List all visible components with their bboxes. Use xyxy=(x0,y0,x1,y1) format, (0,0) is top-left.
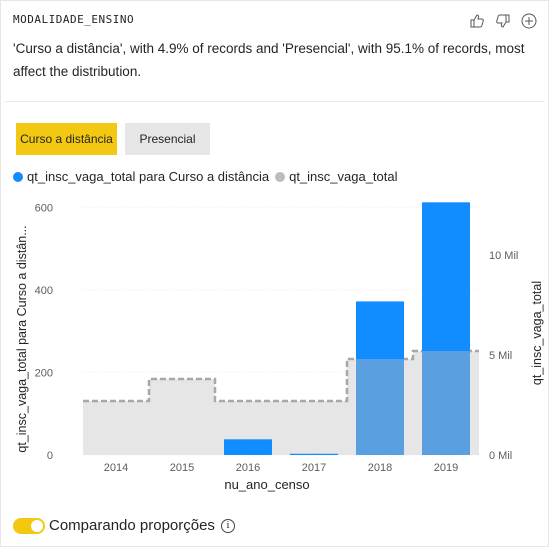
feedback-buttons xyxy=(466,11,540,31)
comparison-toggle-row: Comparando proporções i xyxy=(13,517,235,534)
toggle-knob xyxy=(31,520,43,532)
add-button[interactable] xyxy=(518,11,540,31)
chart-legend: qt_insc_vaga_total para Curso a distânci… xyxy=(13,169,404,184)
add-icon xyxy=(521,13,537,29)
y-left-axis-title: qt_insc_vaga_total para Curso a distân..… xyxy=(15,225,29,452)
x-tick-label: 2015 xyxy=(170,462,194,474)
legend-marker xyxy=(275,172,285,182)
x-axis-title: nu_ano_censo xyxy=(224,477,309,492)
y-left-tick-label: 600 xyxy=(35,202,53,214)
total-area-bar xyxy=(281,401,347,455)
distancia-bar-overlap xyxy=(356,359,404,455)
x-tick-label: 2014 xyxy=(104,462,128,474)
x-tick-label: 2017 xyxy=(302,462,326,474)
info-icon[interactable]: i xyxy=(221,519,235,533)
y-left-tick-label: 400 xyxy=(35,285,53,297)
x-tick-label: 2016 xyxy=(236,462,260,474)
field-name: MODALIDADE_ENSINO xyxy=(13,13,134,26)
legend-item-total[interactable]: qt_insc_vaga_total xyxy=(275,169,397,184)
total-area-bar xyxy=(83,401,149,455)
y-left-tick-label: 0 xyxy=(47,450,53,462)
legend-label: qt_insc_vaga_total para Curso a distânci… xyxy=(27,169,269,184)
thumbs-up-button[interactable] xyxy=(466,11,488,31)
divider xyxy=(5,101,544,102)
legend-item-distancia[interactable]: qt_insc_vaga_total para Curso a distânci… xyxy=(13,169,269,184)
x-tick-label: 2018 xyxy=(368,462,392,474)
segment-label: Presencial xyxy=(139,132,195,146)
y-left-tick-label: 200 xyxy=(35,367,53,379)
y-right-tick-label: 5 Mil xyxy=(489,350,512,362)
toggle-label: Comparando proporções xyxy=(49,517,215,534)
segment-curso-a-distancia[interactable]: Curso a distância xyxy=(16,123,117,155)
insight-description: 'Curso a distância', with 4.9% of record… xyxy=(13,37,533,83)
segment-presencial[interactable]: Presencial xyxy=(125,123,210,155)
thumbs-up-icon xyxy=(469,13,485,29)
y-right-tick-label: 0 Mil xyxy=(489,450,512,462)
thumbs-down-icon xyxy=(495,13,511,29)
combo-chart: 2014 2015 2016 2017 2018 2019 nu_ano_censo 0 200… xyxy=(1,187,552,501)
thumbs-down-button[interactable] xyxy=(492,11,514,31)
distancia-bar-overlap xyxy=(422,351,470,455)
total-area-bar xyxy=(149,379,215,455)
x-tick-label: 2019 xyxy=(434,462,458,474)
legend-marker xyxy=(13,172,23,182)
y-right-axis-title: qt_insc_vaga_total xyxy=(530,281,544,385)
distancia-bar xyxy=(224,439,272,455)
comparison-toggle[interactable] xyxy=(13,518,45,534)
distancia-bar xyxy=(290,454,338,455)
y-right-tick-label: 10 Mil xyxy=(489,250,518,262)
segment-label: Curso a distância xyxy=(20,132,113,146)
legend-label: qt_insc_vaga_total xyxy=(289,169,397,184)
